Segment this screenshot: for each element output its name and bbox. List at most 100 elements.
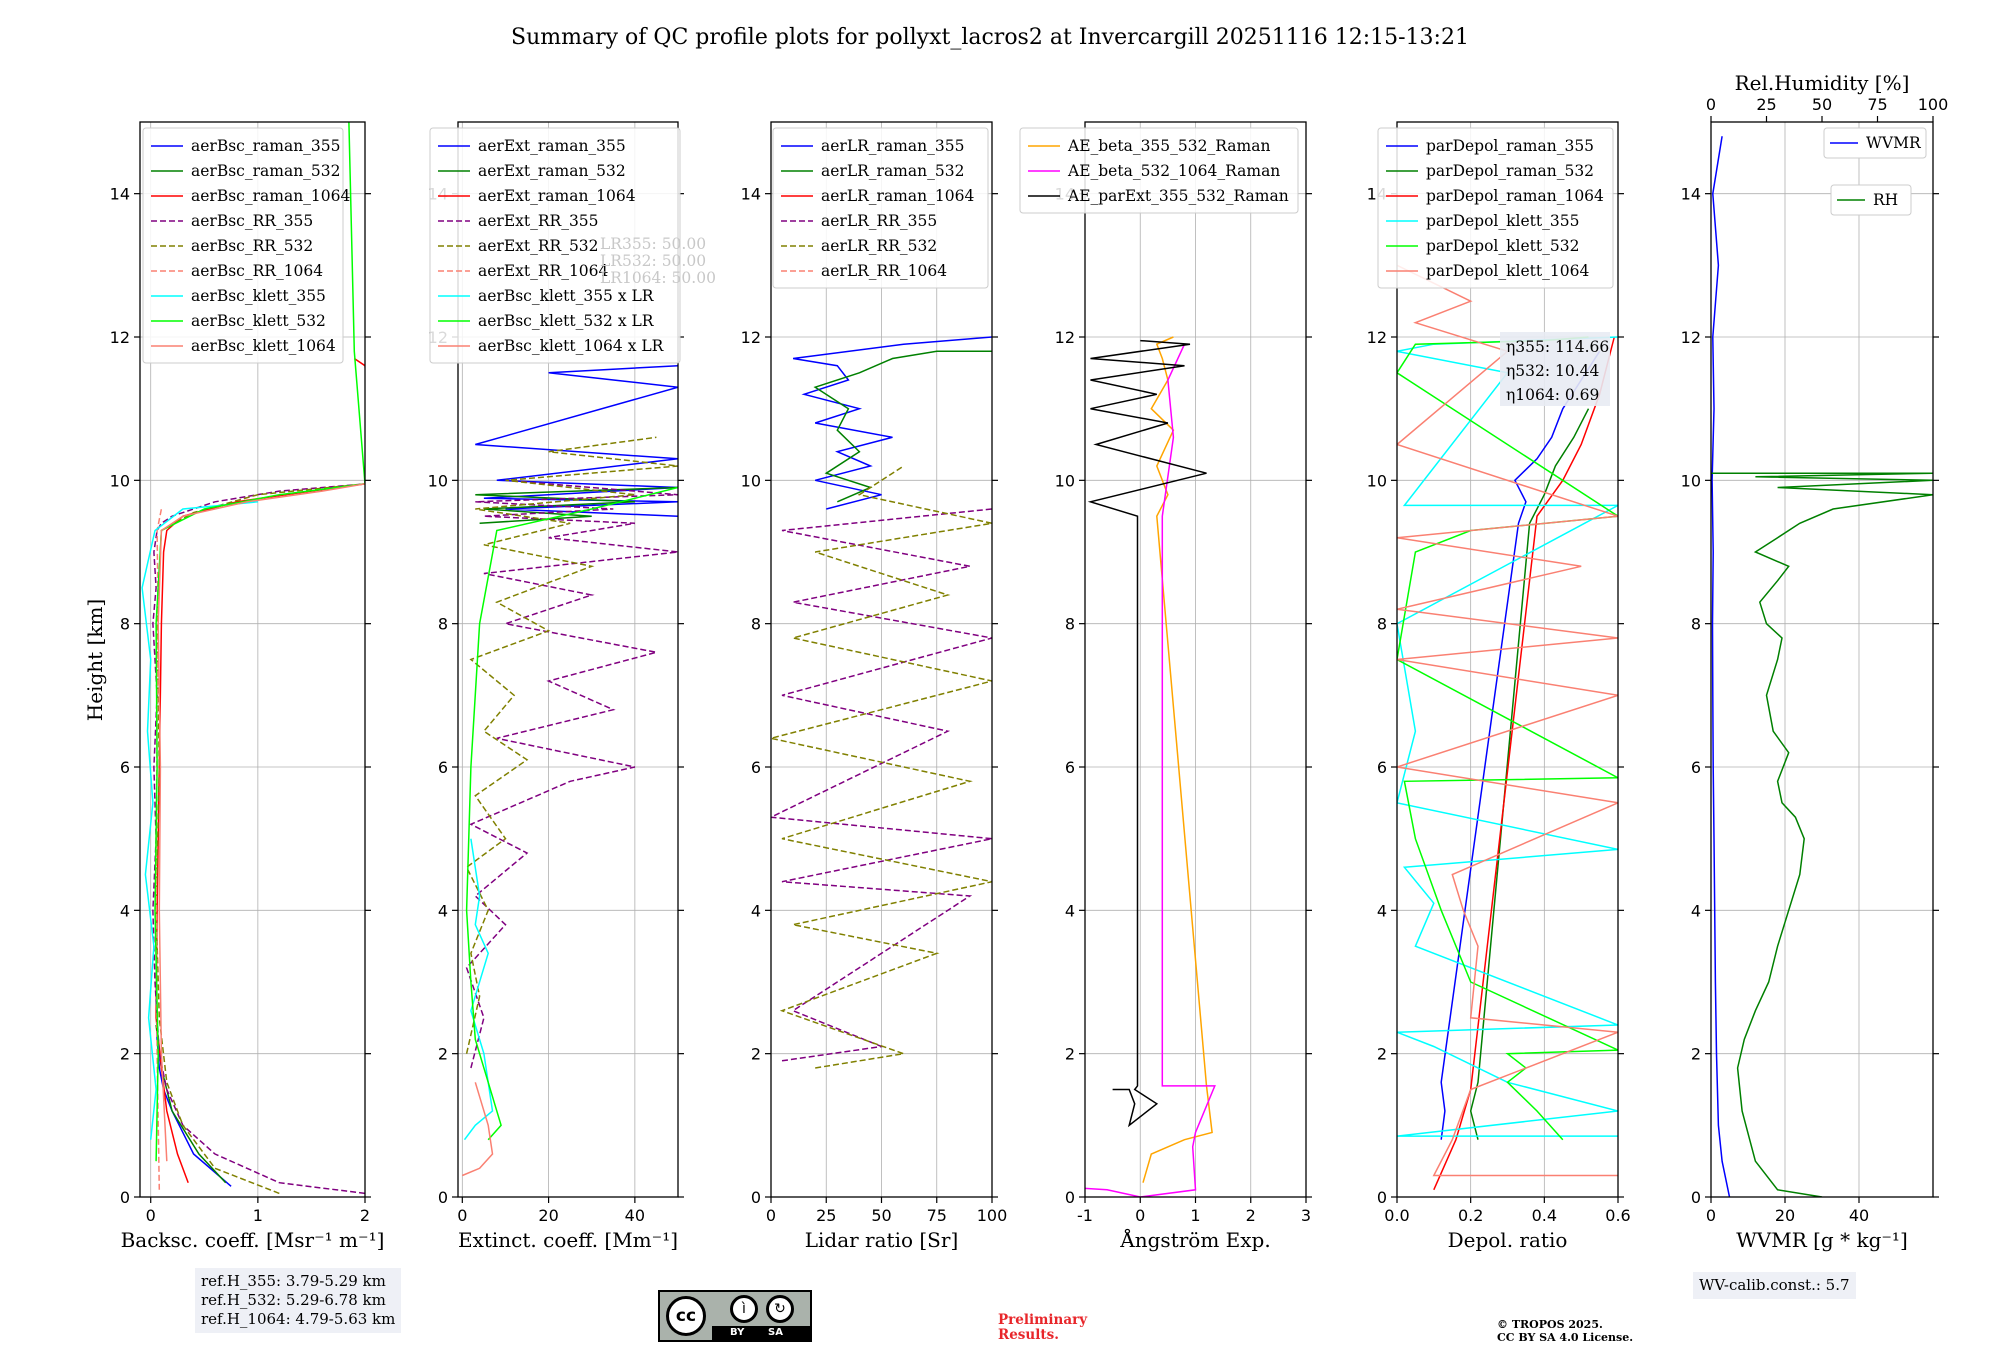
y-tick-label: 6: [120, 758, 130, 777]
series-line-AE_beta_532_1064_Raman: [1085, 343, 1216, 1197]
x2-tick-label: 50: [1812, 95, 1832, 114]
y-tick-label: 2: [1691, 1045, 1701, 1064]
y-tick-label: 8: [1691, 615, 1701, 634]
panel-lr: 0 25 50 75 100 0 2 4 6 8 10 12 14 Lidar ratio [Sr] aer…: [741, 121, 1007, 1252]
legend-RH: RH: [1830, 184, 1912, 216]
legend-label: AE_beta_532_1064_Raman: [1067, 162, 1280, 180]
x-tick-label: 20: [538, 1206, 558, 1225]
series-line-aerLR_RR_532: [771, 465, 992, 1069]
legend-WVMR: WVMR: [1823, 127, 1927, 159]
y-tick-label: 6: [1691, 758, 1701, 777]
series-group: [462, 364, 678, 1177]
eta-label: η532: 10.44: [1506, 362, 1600, 380]
y-tick-label: 4: [751, 901, 761, 920]
y-tick-label: 4: [1065, 901, 1075, 920]
x-tick-label: 1: [1190, 1206, 1200, 1225]
preliminary-line2: Results.: [998, 1327, 1059, 1343]
copyright-line1: © TROPOS 2025.: [1497, 1318, 1603, 1331]
klett-lr-label: LR532: 50.00: [600, 252, 706, 270]
eta-annotation: η355: 114.66 η532: 10.44 η1064: 0.69: [1500, 332, 1610, 406]
x-tick-label: -1: [1077, 1206, 1093, 1225]
series-line-AE_parExt_355_532_Raman: [1087, 339, 1207, 1128]
x-tick-label: 0.6: [1605, 1206, 1630, 1225]
legend-label: aerExt_RR_355: [478, 212, 599, 230]
eta-label: η1064: 0.69: [1506, 386, 1599, 404]
series-line-AE_beta_355_532_Raman: [1142, 336, 1213, 1183]
x-tick-label: 75: [927, 1206, 947, 1225]
series-line-aerExt_raman_355: [475, 364, 678, 517]
series-group: [141, 122, 365, 1195]
series-line-aerLR_RR_355: [771, 508, 992, 1062]
axes-frame: [139, 121, 366, 1198]
series-line-aerBsc_klett_532 x LR: [465, 486, 678, 1141]
x-tick-label: 0.0: [1384, 1206, 1409, 1225]
legend-frame: [142, 127, 344, 364]
x-tick-label: 0: [457, 1206, 467, 1225]
legend-label: aerBsc_klett_532: [191, 312, 326, 330]
panel-ext: 0204002468101214Extinct. coeff. [Mm⁻¹]ae…: [428, 121, 684, 1252]
legend-box: aerExt_raman_355 aerExt_raman_532 aerExt_r…: [429, 127, 681, 364]
series-line-aerBsc_RR_355: [152, 483, 365, 1195]
y-tick-label: 10: [1681, 471, 1701, 490]
x-tick-label: 40: [1849, 1206, 1869, 1225]
y-tick-label: 0: [438, 1188, 448, 1207]
legend-label: aerBsc_raman_355: [191, 137, 341, 155]
series-line-RH: [1711, 472, 1933, 1197]
series-line-aerBsc_klett_355 x LR: [463, 838, 494, 1141]
x-tick-label: 2: [1246, 1206, 1256, 1225]
x-tick-label: 0: [146, 1206, 156, 1225]
y-tick-label: 2: [1065, 1045, 1075, 1064]
y-tick-label: 12: [1367, 328, 1387, 347]
x2-tick-label: 75: [1867, 95, 1887, 114]
x-tick-label: 0.2: [1458, 1206, 1483, 1225]
series-group: [1085, 336, 1216, 1197]
x-axis-label: Depol. ratio: [1448, 1228, 1568, 1252]
klett-lr-label: LR355: 50.00: [600, 235, 706, 253]
by-person-icon: ì: [730, 1295, 758, 1323]
klett-lr-label: LR1064: 50.00: [600, 269, 716, 287]
x-tick-label: 3: [1301, 1206, 1311, 1225]
legend-label: parDepol_raman_532: [1426, 162, 1594, 180]
legend-label: parDepol_raman_1064: [1426, 187, 1604, 205]
legend-label: parDepol_raman_355: [1426, 137, 1594, 155]
legend-frame: [429, 127, 681, 364]
legend-label: aerExt_RR_532: [478, 237, 599, 255]
x-tick-label: 50: [871, 1206, 891, 1225]
series-line-parDepol_klett_355: [1397, 336, 1618, 1137]
y-tick-label: 4: [1691, 901, 1701, 920]
wv-calib-box: WV-calib.const.: 5.7: [1693, 1272, 1856, 1299]
ref-height-532: ref.H_532: 5.29-6.78 km: [201, 1291, 386, 1309]
y-tick-label: 14: [110, 185, 130, 204]
y-tick-label: 4: [1377, 901, 1387, 920]
y-tick-label: 0: [1377, 1188, 1387, 1207]
legend-label: aerBsc_raman_1064: [191, 187, 351, 205]
cc-by-text: BY: [730, 1327, 745, 1338]
y-tick-label: 10: [741, 471, 761, 490]
legend-label: aerLR_RR_532: [821, 237, 937, 255]
y-tick-label: 6: [1065, 758, 1075, 777]
y-tick-label: 10: [110, 471, 130, 490]
y-tick-label: 12: [1681, 328, 1701, 347]
series-group: [1711, 136, 1933, 1197]
legend-frame: [1830, 184, 1912, 216]
legend-frame: [1377, 127, 1614, 289]
y-tick-label: 10: [1055, 471, 1075, 490]
legend-box: AE_beta_355_532_Raman AE_beta_532_1064_Ra…: [1019, 127, 1299, 214]
legend-box: aerLR_raman_355 aerLR_raman_532 aerLR_rama…: [772, 127, 989, 289]
y-tick-label: 12: [110, 328, 130, 347]
legend-label: RH: [1873, 191, 1898, 209]
y-tick-label: 0: [120, 1188, 130, 1207]
x-tick-label: 0: [1706, 1206, 1716, 1225]
ref-height-1064: ref.H_1064: 4.79-5.63 km: [201, 1310, 396, 1328]
legend-label: aerBsc_klett_1064 x LR: [478, 337, 665, 355]
y-tick-label: 8: [120, 615, 130, 634]
series-line-aerBsc_klett_355: [141, 501, 258, 1140]
y-tick-label: 12: [741, 328, 761, 347]
y-tick-label: 8: [438, 615, 448, 634]
cc-logo-icon: cc: [666, 1296, 706, 1336]
series-line-aerBsc_klett_1064: [157, 483, 365, 1162]
